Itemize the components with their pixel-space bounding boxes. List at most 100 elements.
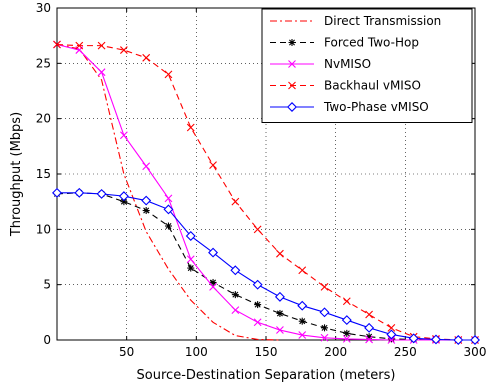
data-point [164,194,173,203]
data-point [187,264,195,272]
x-tick-label: 100 [185,345,208,359]
x-axis-label: Source-Destination Separation (meters) [137,368,396,383]
data-point [470,335,480,345]
data-point [453,335,464,345]
data-point [364,322,375,333]
data-point [230,265,241,276]
data-point [431,334,441,345]
data-point [276,326,284,334]
series-line [56,43,475,341]
y-axis-label: Throughput (Mbps) [9,112,24,237]
data-point [208,247,219,258]
data-point [297,300,308,311]
data-point [386,329,397,340]
x-tick-label: 200 [324,345,347,359]
data-point [408,333,419,344]
data-point [254,301,262,309]
x-tick-label: 250 [394,345,417,359]
data-point [186,123,195,132]
y-tick-label: 20 [36,112,51,126]
data-point [274,291,285,302]
legend-item: Direct Transmission [270,14,441,28]
legend-item: Two-Phase vMISO [270,100,429,114]
data-point [96,188,107,199]
data-point [341,315,352,326]
y-tick-label: 0 [43,333,51,347]
data-point [298,331,307,339]
data-point [319,307,330,318]
data-point [342,297,351,306]
legend-label: Forced Two-Hop [324,36,419,50]
data-point [142,207,150,215]
data-point [365,335,373,344]
data-point [141,195,152,206]
data-point [231,306,240,315]
data-point [387,336,396,344]
series-line [56,43,475,341]
data-point [209,282,217,291]
data-point [298,266,307,275]
data-point [185,230,196,241]
y-tick-label: 15 [36,167,51,181]
y-tick-label: 30 [36,1,51,15]
data-point [320,333,329,342]
legend-label: NvMISO [324,57,371,71]
data-point [253,318,262,327]
legend-box [261,8,473,123]
data-point [343,329,351,337]
legend-item: NvMISO [270,57,371,71]
data-point [142,53,151,62]
data-point [75,41,84,50]
data-point [298,317,306,325]
data-point [74,187,85,198]
data-point [97,41,106,50]
y-tick-label: 5 [43,278,51,292]
data-point [142,162,151,171]
data-point [252,279,263,290]
data-point [120,198,128,206]
data-point [119,131,128,140]
series-line [56,43,280,341]
grid-lines [57,8,476,340]
data-point [164,222,172,230]
data-point [276,249,284,258]
legend-label: Direct Transmission [324,14,441,28]
data-point [276,309,284,317]
x-tick-label: 150 [255,345,278,359]
legend-item: Forced Two-Hop [270,36,419,50]
data-point [387,323,396,332]
data-point [52,187,62,198]
data-point [209,161,217,170]
axis-ticks: 50 100 150 200 250 300 0 5 10 15 20 25 30 [36,1,487,359]
data-point [231,291,239,299]
x-tick-label: 300 [464,345,487,359]
data-point [164,70,173,79]
legend-marker [288,39,296,46]
data-point [186,255,195,264]
data-point [118,191,129,202]
data-point [342,335,351,343]
legend-label: Backhaul vMISO [324,79,421,93]
legend-marker [288,60,296,68]
legend: Direct Transmission Forced Two-Hop NvMISO B… [261,8,473,123]
data-point [119,46,128,54]
y-tick-label: 25 [36,56,51,70]
data-point [321,324,329,332]
data-point [53,40,61,49]
legend-label: Two-Phase vMISO [323,100,429,114]
series-layer [52,40,480,345]
data-point [365,310,373,319]
legend-marker [288,81,296,90]
data-point [320,282,329,291]
legend-item: Backhaul vMISO [270,79,421,93]
data-point [253,225,262,234]
legend-marker [287,102,297,112]
data-point [163,204,174,215]
series-0 [56,43,280,341]
y-tick-label: 10 [36,222,51,236]
data-point [97,68,106,77]
x-tick-label: 50 [119,345,134,359]
data-point [231,197,240,206]
series-4 [52,187,480,345]
